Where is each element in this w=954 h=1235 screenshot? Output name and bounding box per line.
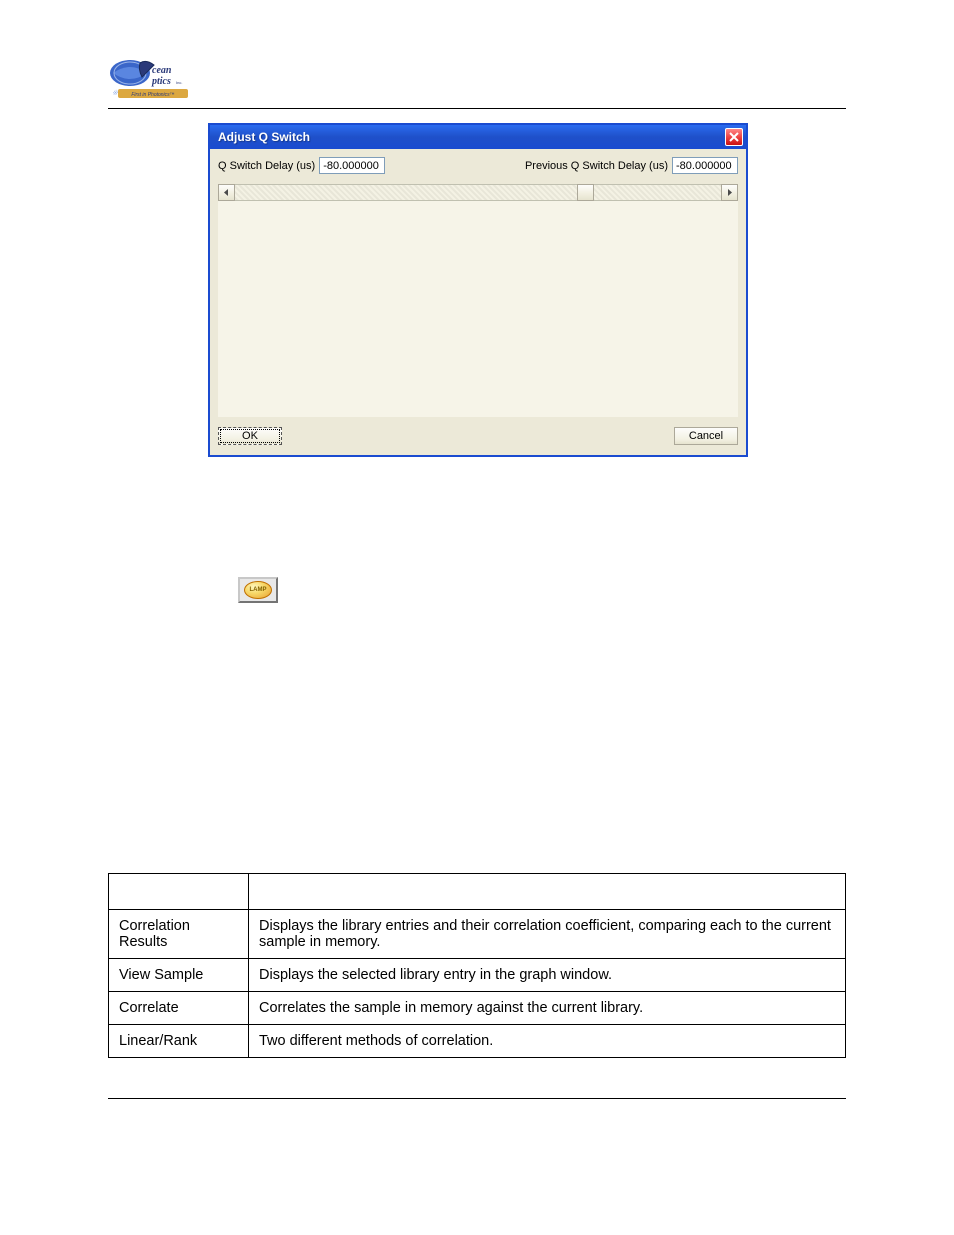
page-footer-rule	[108, 1098, 846, 1102]
close-icon[interactable]	[725, 128, 743, 146]
svg-text:ptics: ptics	[151, 76, 171, 87]
prev-q-switch-delay-label: Previous Q Switch Delay (us)	[525, 160, 668, 172]
table-row: View Sample Displays the selected librar…	[109, 959, 846, 992]
q-switch-delay-label: Q Switch Delay (us)	[218, 160, 315, 172]
svg-text:cean: cean	[152, 65, 172, 76]
table-row: Correlation Results Displays the library…	[109, 910, 846, 959]
adjust-q-switch-dialog: Adjust Q Switch Q Switch Delay (us) Prev…	[208, 123, 748, 457]
dialog-title: Adjust Q Switch	[218, 130, 725, 144]
scroll-thumb[interactable]	[577, 184, 594, 201]
prev-q-switch-delay-input[interactable]	[672, 157, 738, 174]
lamp-button[interactable]: LAMP	[238, 577, 278, 603]
scroll-left-icon[interactable]	[218, 184, 235, 201]
table-row: Linear/Rank Two different methods of cor…	[109, 1025, 846, 1058]
svg-text:※: ※	[112, 89, 118, 97]
table-header-desc	[249, 874, 846, 910]
cancel-button[interactable]: Cancel	[674, 427, 738, 445]
ok-button[interactable]: OK	[218, 427, 282, 445]
lamp-icon: LAMP	[244, 581, 272, 599]
svg-text:First in Photonics™: First in Photonics™	[131, 92, 174, 98]
chart-area	[218, 201, 738, 417]
q-switch-delay-input[interactable]	[319, 157, 385, 174]
ocean-optics-logo: cean ptics Inc. First in Photonics™ ※	[108, 55, 194, 101]
dialog-titlebar[interactable]: Adjust Q Switch	[210, 125, 746, 149]
header: cean ptics Inc. First in Photonics™ ※	[108, 55, 846, 109]
table-header-feature	[109, 874, 249, 910]
svg-text:Inc.: Inc.	[176, 80, 182, 85]
scroll-right-icon[interactable]	[721, 184, 738, 201]
features-table: Correlation Results Displays the library…	[108, 873, 846, 1058]
delay-scrollbar[interactable]	[218, 184, 738, 201]
table-row: Correlate Correlates the sample in memor…	[109, 992, 846, 1025]
